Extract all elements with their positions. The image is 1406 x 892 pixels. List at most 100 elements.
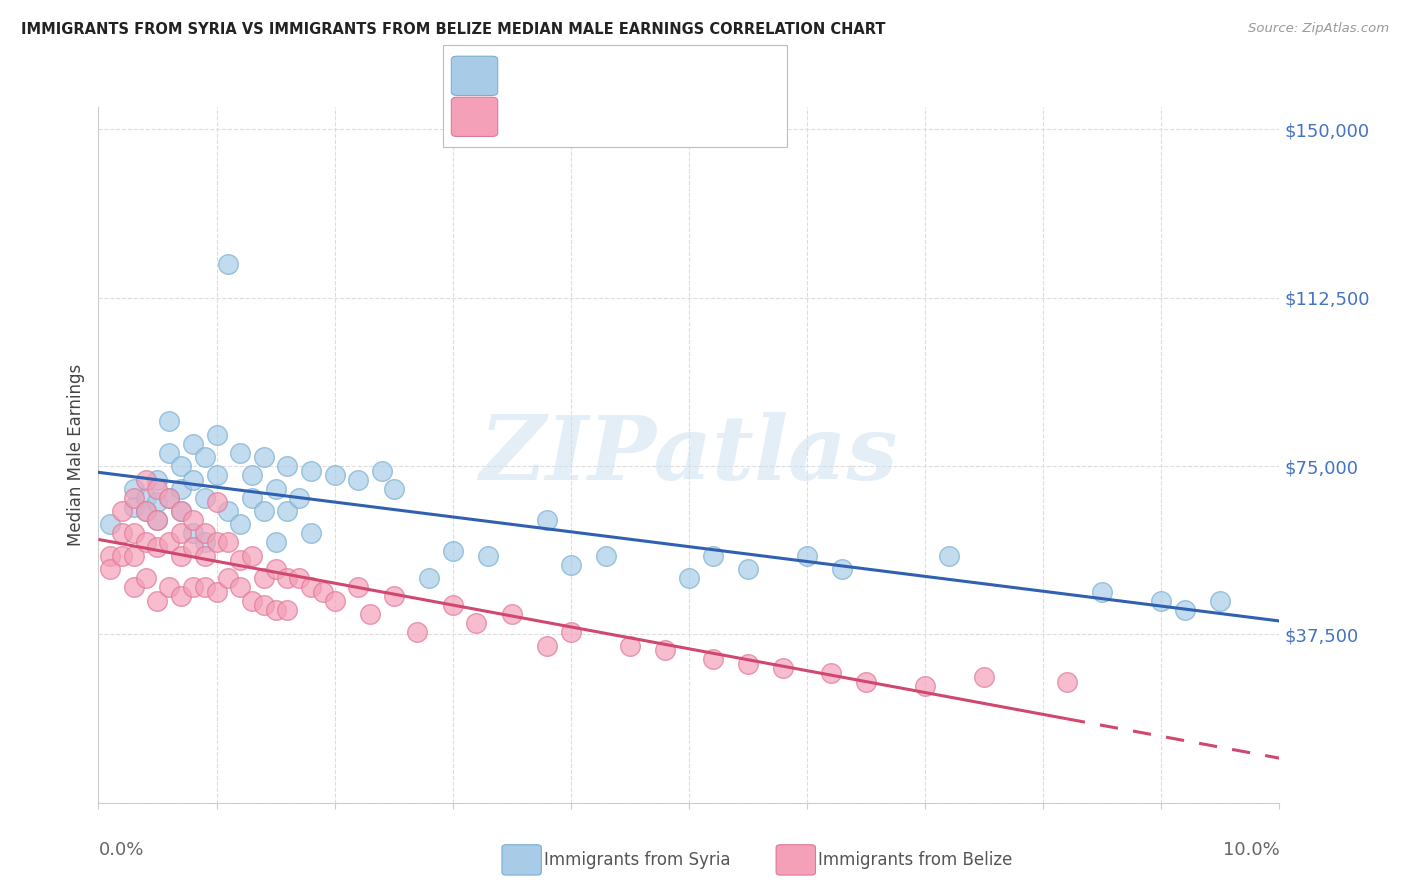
Point	[288, 491, 311, 505]
Point	[146, 513, 169, 527]
Point	[135, 571, 157, 585]
Point	[240, 468, 263, 483]
Text: IMMIGRANTS FROM SYRIA VS IMMIGRANTS FROM BELIZE MEDIAN MALE EARNINGS CORRELATION: IMMIGRANTS FROM SYRIA VS IMMIGRANTS FROM…	[21, 22, 886, 37]
Text: N =: N =	[595, 67, 631, 85]
Point	[264, 603, 287, 617]
Point	[418, 571, 440, 585]
Point	[181, 526, 204, 541]
Point	[111, 526, 134, 541]
Point	[229, 553, 252, 567]
Point	[441, 544, 464, 558]
Point	[264, 562, 287, 576]
Point	[146, 473, 169, 487]
Point	[264, 482, 287, 496]
Point	[157, 491, 180, 505]
Point	[560, 558, 582, 572]
Point	[217, 535, 239, 549]
Point	[181, 513, 204, 527]
Point	[205, 427, 228, 442]
Point	[111, 504, 134, 518]
Point	[135, 504, 157, 518]
Point	[146, 594, 169, 608]
Point	[382, 590, 405, 604]
Point	[938, 549, 960, 563]
Point	[229, 445, 252, 459]
Point	[276, 459, 298, 474]
Point	[122, 526, 145, 541]
Point	[217, 504, 239, 518]
Point	[135, 491, 157, 505]
Point	[205, 584, 228, 599]
Point	[194, 549, 217, 563]
Point	[181, 473, 204, 487]
Point	[181, 540, 204, 554]
Point	[264, 535, 287, 549]
Point	[157, 491, 180, 505]
Text: 57: 57	[626, 67, 648, 85]
Point	[240, 549, 263, 563]
Point	[536, 639, 558, 653]
Point	[229, 517, 252, 532]
Point	[253, 571, 276, 585]
Text: 68: 68	[626, 108, 648, 126]
Point	[441, 599, 464, 613]
Point	[1056, 674, 1078, 689]
Point	[702, 652, 724, 666]
Point	[170, 549, 193, 563]
Point	[157, 414, 180, 428]
Point	[347, 473, 370, 487]
Text: Immigrants from Belize: Immigrants from Belize	[818, 851, 1012, 869]
Point	[157, 445, 180, 459]
Point	[855, 674, 877, 689]
Text: R =: R =	[499, 108, 536, 126]
Point	[205, 468, 228, 483]
Point	[170, 459, 193, 474]
Point	[253, 599, 276, 613]
Point	[1209, 594, 1232, 608]
Point	[157, 580, 180, 594]
Point	[654, 643, 676, 657]
Point	[217, 571, 239, 585]
Point	[323, 594, 346, 608]
Text: ZIPatlas: ZIPatlas	[481, 412, 897, 498]
Point	[98, 517, 121, 532]
Point	[122, 500, 145, 514]
Point	[194, 535, 217, 549]
Point	[98, 549, 121, 563]
Point	[560, 625, 582, 640]
Point	[312, 584, 335, 599]
Point	[253, 504, 276, 518]
Point	[98, 562, 121, 576]
Point	[536, 513, 558, 527]
Point	[831, 562, 853, 576]
Text: Source: ZipAtlas.com: Source: ZipAtlas.com	[1249, 22, 1389, 36]
Text: -0.264: -0.264	[530, 67, 589, 85]
Point	[1150, 594, 1173, 608]
Point	[465, 616, 488, 631]
Point	[122, 580, 145, 594]
Point	[194, 450, 217, 465]
Point	[240, 594, 263, 608]
Text: R =: R =	[499, 67, 536, 85]
Point	[170, 482, 193, 496]
Point	[772, 661, 794, 675]
Point	[205, 495, 228, 509]
Point	[135, 535, 157, 549]
Point	[253, 450, 276, 465]
Point	[702, 549, 724, 563]
Point	[820, 665, 842, 680]
Point	[1174, 603, 1197, 617]
Point	[796, 549, 818, 563]
Point	[217, 257, 239, 271]
Point	[678, 571, 700, 585]
Point	[737, 657, 759, 671]
Point	[181, 580, 204, 594]
Point	[276, 603, 298, 617]
Point	[170, 590, 193, 604]
Point	[194, 580, 217, 594]
Point	[135, 504, 157, 518]
Point	[240, 491, 263, 505]
Point	[276, 571, 298, 585]
Point	[146, 495, 169, 509]
Y-axis label: Median Male Earnings: Median Male Earnings	[66, 364, 84, 546]
